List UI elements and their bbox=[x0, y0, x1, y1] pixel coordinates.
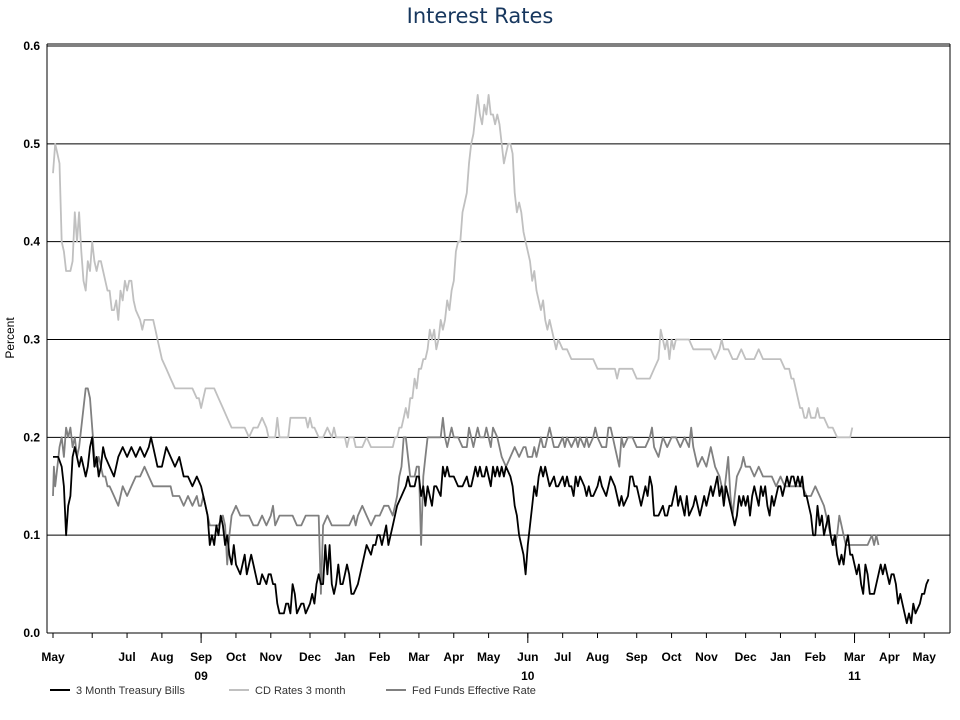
axes bbox=[46, 43, 951, 634]
x-tick-label: Apr bbox=[879, 650, 900, 664]
x-tick-label: Jul bbox=[118, 650, 135, 664]
x-tick-label: Nov bbox=[695, 650, 718, 664]
x-tick-label: Jan bbox=[770, 650, 791, 664]
y-tick-label: 0.6 bbox=[23, 39, 40, 53]
y-tick-label: 0.1 bbox=[23, 528, 40, 542]
y-tick-label: 0.5 bbox=[23, 137, 40, 151]
x-year-label: 10 bbox=[521, 669, 535, 683]
x-tick-label: May bbox=[41, 650, 65, 664]
series-line-2 bbox=[52, 387, 880, 595]
x-tick-label: May bbox=[477, 650, 501, 664]
x-tick-label: Mar bbox=[408, 650, 430, 664]
x-tick-labels: May Jul Aug Sep Oct Nov Dec Jan Feb Mar Apr May Jun J… bbox=[41, 633, 936, 683]
y-tick-label: 0.3 bbox=[23, 333, 40, 347]
y-tick-label: 0.0 bbox=[23, 626, 40, 640]
legend: 3 Month Treasury Bills CD Rates 3 month Fe… bbox=[50, 685, 536, 697]
x-tick-label: Apr bbox=[443, 650, 464, 664]
y-axis-label: Percent bbox=[3, 317, 17, 359]
x-tick-label: Dec bbox=[735, 650, 757, 664]
y-tick-labels: 0.0 0.1 0.2 0.3 0.4 0.5 0.6 bbox=[23, 39, 40, 640]
x-tick-label: Mar bbox=[844, 650, 866, 664]
series-line-0 bbox=[53, 436, 930, 625]
y-tick-label: 0.2 bbox=[23, 430, 40, 444]
series-line-1 bbox=[52, 94, 854, 448]
x-tick-label: Sep bbox=[626, 650, 648, 664]
x-tick-label: Oct bbox=[226, 650, 246, 664]
chart-title: Interest Rates bbox=[406, 4, 554, 28]
x-tick-label: Jan bbox=[335, 650, 356, 664]
x-year-label: 09 bbox=[194, 669, 208, 683]
legend-label-1: CD Rates 3 month bbox=[255, 685, 345, 697]
x-tick-label: Feb bbox=[369, 650, 390, 664]
x-tick-label: Nov bbox=[259, 650, 282, 664]
x-tick-label: May bbox=[913, 650, 937, 664]
x-year-label: 11 bbox=[848, 669, 861, 683]
gridlines bbox=[47, 45, 950, 536]
legend-label-2: Fed Funds Effective Rate bbox=[412, 685, 536, 697]
x-tick-label: Feb bbox=[805, 650, 826, 664]
x-tick-label: Dec bbox=[299, 650, 321, 664]
x-tick-label: Sep bbox=[190, 650, 212, 664]
x-tick-label: Jul bbox=[554, 650, 571, 664]
legend-label-0: 3 Month Treasury Bills bbox=[76, 685, 185, 697]
y-tick-label: 0.4 bbox=[23, 235, 40, 249]
x-tick-label: Aug bbox=[586, 650, 609, 664]
x-tick-label: Jun bbox=[517, 650, 538, 664]
x-tick-label: Aug bbox=[150, 650, 173, 664]
x-tick-label: Oct bbox=[662, 650, 682, 664]
series-lines bbox=[52, 94, 930, 625]
